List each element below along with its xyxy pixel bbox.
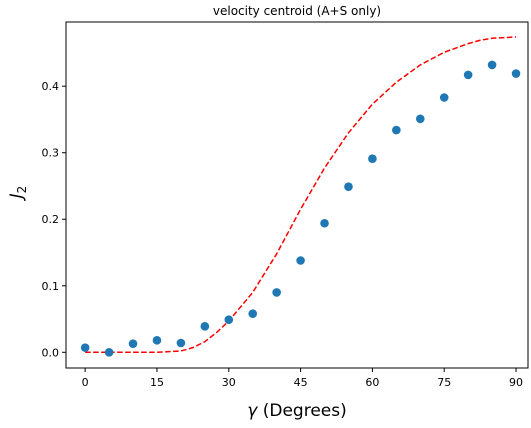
data-point bbox=[487, 60, 497, 70]
data-point bbox=[152, 336, 162, 345]
y-tick-label: 0.2 bbox=[42, 213, 60, 226]
y-axis-label-base: J bbox=[7, 193, 27, 201]
data-point bbox=[272, 288, 281, 297]
data-point bbox=[415, 114, 425, 124]
axes-layer: 0 15 30 45 60 75 90 0.0 0.1 0.2 0.3 0.4 bbox=[42, 21, 529, 389]
chart-title: velocity centroid (A+S only) bbox=[213, 4, 381, 18]
y-axis-label-subscript: 2 bbox=[15, 186, 29, 194]
data-point bbox=[248, 309, 258, 319]
data-point bbox=[80, 343, 90, 352]
data-point bbox=[224, 315, 234, 325]
y-tick-label: 0.0 bbox=[42, 346, 60, 359]
x-tick-label: 15 bbox=[150, 376, 164, 389]
data-point bbox=[104, 348, 114, 357]
x-tick-label: 60 bbox=[365, 376, 379, 389]
data-point bbox=[392, 125, 401, 135]
data-point bbox=[344, 182, 353, 191]
data-point bbox=[200, 322, 210, 331]
x-axis-label-text: (Degrees) bbox=[257, 401, 346, 421]
data-point bbox=[128, 339, 138, 348]
x-axis-label: γ (Degrees) bbox=[247, 401, 346, 421]
data-point bbox=[176, 338, 186, 348]
dashed-curve bbox=[85, 36, 517, 354]
data-point bbox=[320, 218, 329, 228]
x-axis-label-symbol: γ bbox=[247, 401, 258, 421]
x-tick-label: 45 bbox=[294, 376, 308, 389]
y-tick-label: 0.1 bbox=[42, 280, 60, 293]
data-point bbox=[368, 154, 377, 164]
y-axis-label: J2 bbox=[7, 186, 29, 202]
y-tick-label: 0.3 bbox=[42, 147, 60, 160]
x-tick-label: 0 bbox=[82, 376, 89, 389]
data-point bbox=[511, 69, 521, 78]
data-point bbox=[296, 256, 305, 265]
y-tick-label: 0.4 bbox=[42, 80, 60, 93]
plot-area bbox=[80, 36, 521, 357]
x-tick-label: 30 bbox=[222, 376, 236, 389]
x-tick-label: 75 bbox=[437, 376, 451, 389]
data-point bbox=[439, 93, 449, 102]
data-point bbox=[463, 70, 473, 80]
x-tick-label: 90 bbox=[509, 376, 523, 389]
axes-frame bbox=[65, 21, 529, 369]
